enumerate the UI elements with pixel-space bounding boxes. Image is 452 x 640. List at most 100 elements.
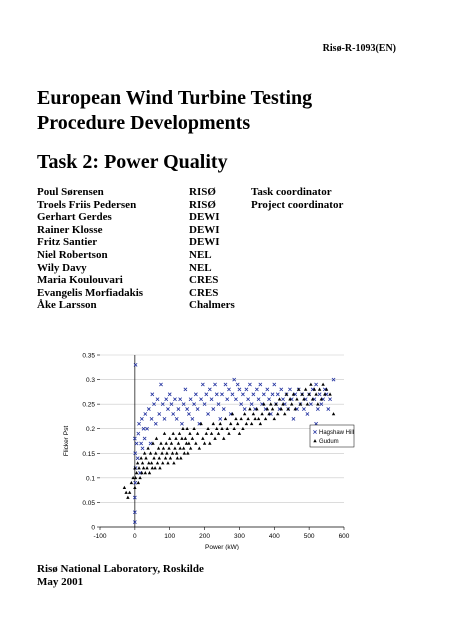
- hagshaw-hill-point: [302, 407, 306, 411]
- hagshaw-hill-point: [213, 382, 217, 387]
- gudum-point: [260, 412, 264, 416]
- gudum-point: [160, 451, 164, 455]
- hagshaw-hill-point: [137, 421, 141, 426]
- author-list: Poul Sørensen RISØ Task coordinator Troels…: [37, 186, 391, 312]
- gudum-point: [161, 461, 165, 465]
- gudum-point: [162, 431, 167, 435]
- gudum-point: [256, 416, 261, 421]
- gudum-point: [244, 421, 249, 426]
- gudum-point: [176, 441, 181, 445]
- footer-date: May 2001: [37, 576, 84, 588]
- author-row: Rainer Klosse DEWI: [37, 224, 391, 237]
- gudum-point: [135, 461, 140, 465]
- gudum-point: [263, 416, 268, 421]
- report-number: Risø-R-1093(EN): [322, 43, 396, 54]
- hagshaw-hill-point: [145, 426, 149, 431]
- gudum-point: [316, 402, 320, 406]
- gudum-point: [323, 392, 327, 396]
- hagshaw-hill-point: [319, 402, 324, 407]
- hagshaw-hill-point: [209, 397, 214, 402]
- hagshaw-hill-point: [227, 387, 231, 392]
- gudum-point: [164, 441, 168, 445]
- hagshaw-hill-point: [178, 397, 183, 402]
- gudum-point: [152, 456, 156, 460]
- hagshaw-hill-point: [195, 407, 200, 411]
- gudum-point: [134, 471, 139, 475]
- gudum-point: [183, 436, 188, 440]
- x-tick-label: -100: [93, 533, 106, 540]
- gudum-point: [249, 421, 254, 426]
- gudum-point: [215, 426, 219, 431]
- hagshaw-hill-point: [291, 417, 296, 421]
- author-name: Evangelis Morfiadakis: [37, 286, 144, 299]
- author-org: CRES: [189, 274, 219, 287]
- gudum-point: [188, 431, 192, 435]
- hagshaw-hill-point: [232, 377, 237, 382]
- gudum-point: [230, 412, 235, 416]
- gudum-point: [234, 416, 238, 421]
- gudum-point: [216, 431, 221, 435]
- x-tick-label: 400: [269, 533, 280, 540]
- hagshaw-hill-point: [152, 402, 156, 407]
- gudum-point: [166, 461, 170, 465]
- gudum-point: [284, 392, 289, 396]
- hagshaw-hill-point: [242, 407, 247, 411]
- gudum-point: [174, 436, 178, 440]
- hagshaw-hill-point: [190, 417, 195, 421]
- gudum-point: [187, 441, 191, 445]
- report-title: European Wind Turbine Testing Procedure …: [37, 86, 417, 136]
- gudum-point: [317, 387, 322, 391]
- gudum-point: [262, 402, 266, 406]
- gudum-point: [158, 466, 162, 470]
- gudum-point: [293, 407, 297, 411]
- gudum-point: [149, 461, 154, 465]
- gudum-point: [161, 446, 166, 450]
- hagshaw-hill-point: [143, 412, 148, 416]
- gudum-point: [157, 456, 161, 460]
- hagshaw-hill-point: [218, 417, 223, 421]
- hagshaw-hill-point: [234, 397, 238, 402]
- gudum-point: [169, 441, 174, 445]
- author-row: Wily Davy NEL: [37, 262, 391, 275]
- gudum-point: [286, 407, 290, 411]
- gudum-point: [206, 426, 210, 431]
- hagshaw-hill-point: [132, 495, 137, 500]
- gudum-point: [175, 456, 180, 460]
- gudum-point: [213, 436, 217, 440]
- legend-x-marker-icon: [313, 430, 317, 434]
- hagshaw-hill-point: [239, 402, 244, 407]
- hagshaw-hill-point: [261, 392, 266, 397]
- report-title-line-2: Procedure Developments: [37, 112, 251, 134]
- hagshaw-hill-point: [256, 397, 261, 402]
- y-tick-label: 0.35: [82, 353, 95, 360]
- gudum-point: [148, 451, 153, 455]
- gudum-point: [232, 426, 236, 431]
- hagshaw-hill-point: [132, 510, 137, 515]
- x-tick-label: 500: [304, 533, 315, 540]
- hagshaw-hill-point: [279, 387, 284, 392]
- legend-label: Gudum: [319, 439, 339, 445]
- author-row: Maria Koulouvari CRES: [37, 274, 391, 287]
- hagshaw-hill-point: [132, 436, 137, 441]
- hagshaw-hill-point: [251, 392, 256, 397]
- gudum-point: [296, 387, 301, 391]
- hagshaw-hill-point: [267, 397, 271, 402]
- gudum-point: [139, 456, 143, 460]
- hagshaw-hill-point: [181, 402, 186, 407]
- gudum-point: [182, 451, 187, 455]
- gudum-point: [190, 436, 195, 440]
- hagshaw-hill-point: [200, 382, 205, 387]
- hagshaw-hill-point: [140, 446, 145, 451]
- legend-box: [309, 424, 355, 448]
- legend-triangle-marker-icon: [313, 439, 317, 443]
- legend-label: Hagshaw Hill: [319, 430, 354, 436]
- hagshaw-hill-point: [328, 397, 332, 402]
- gudum-point: [291, 392, 296, 396]
- hagshaw-hill-point: [180, 421, 184, 426]
- gudum-point: [267, 412, 271, 416]
- gudum-point: [154, 451, 158, 455]
- gudum-point: [199, 421, 203, 426]
- author-org: DEWI: [189, 223, 220, 236]
- gudum-point: [319, 397, 324, 401]
- gudum-point: [167, 446, 171, 450]
